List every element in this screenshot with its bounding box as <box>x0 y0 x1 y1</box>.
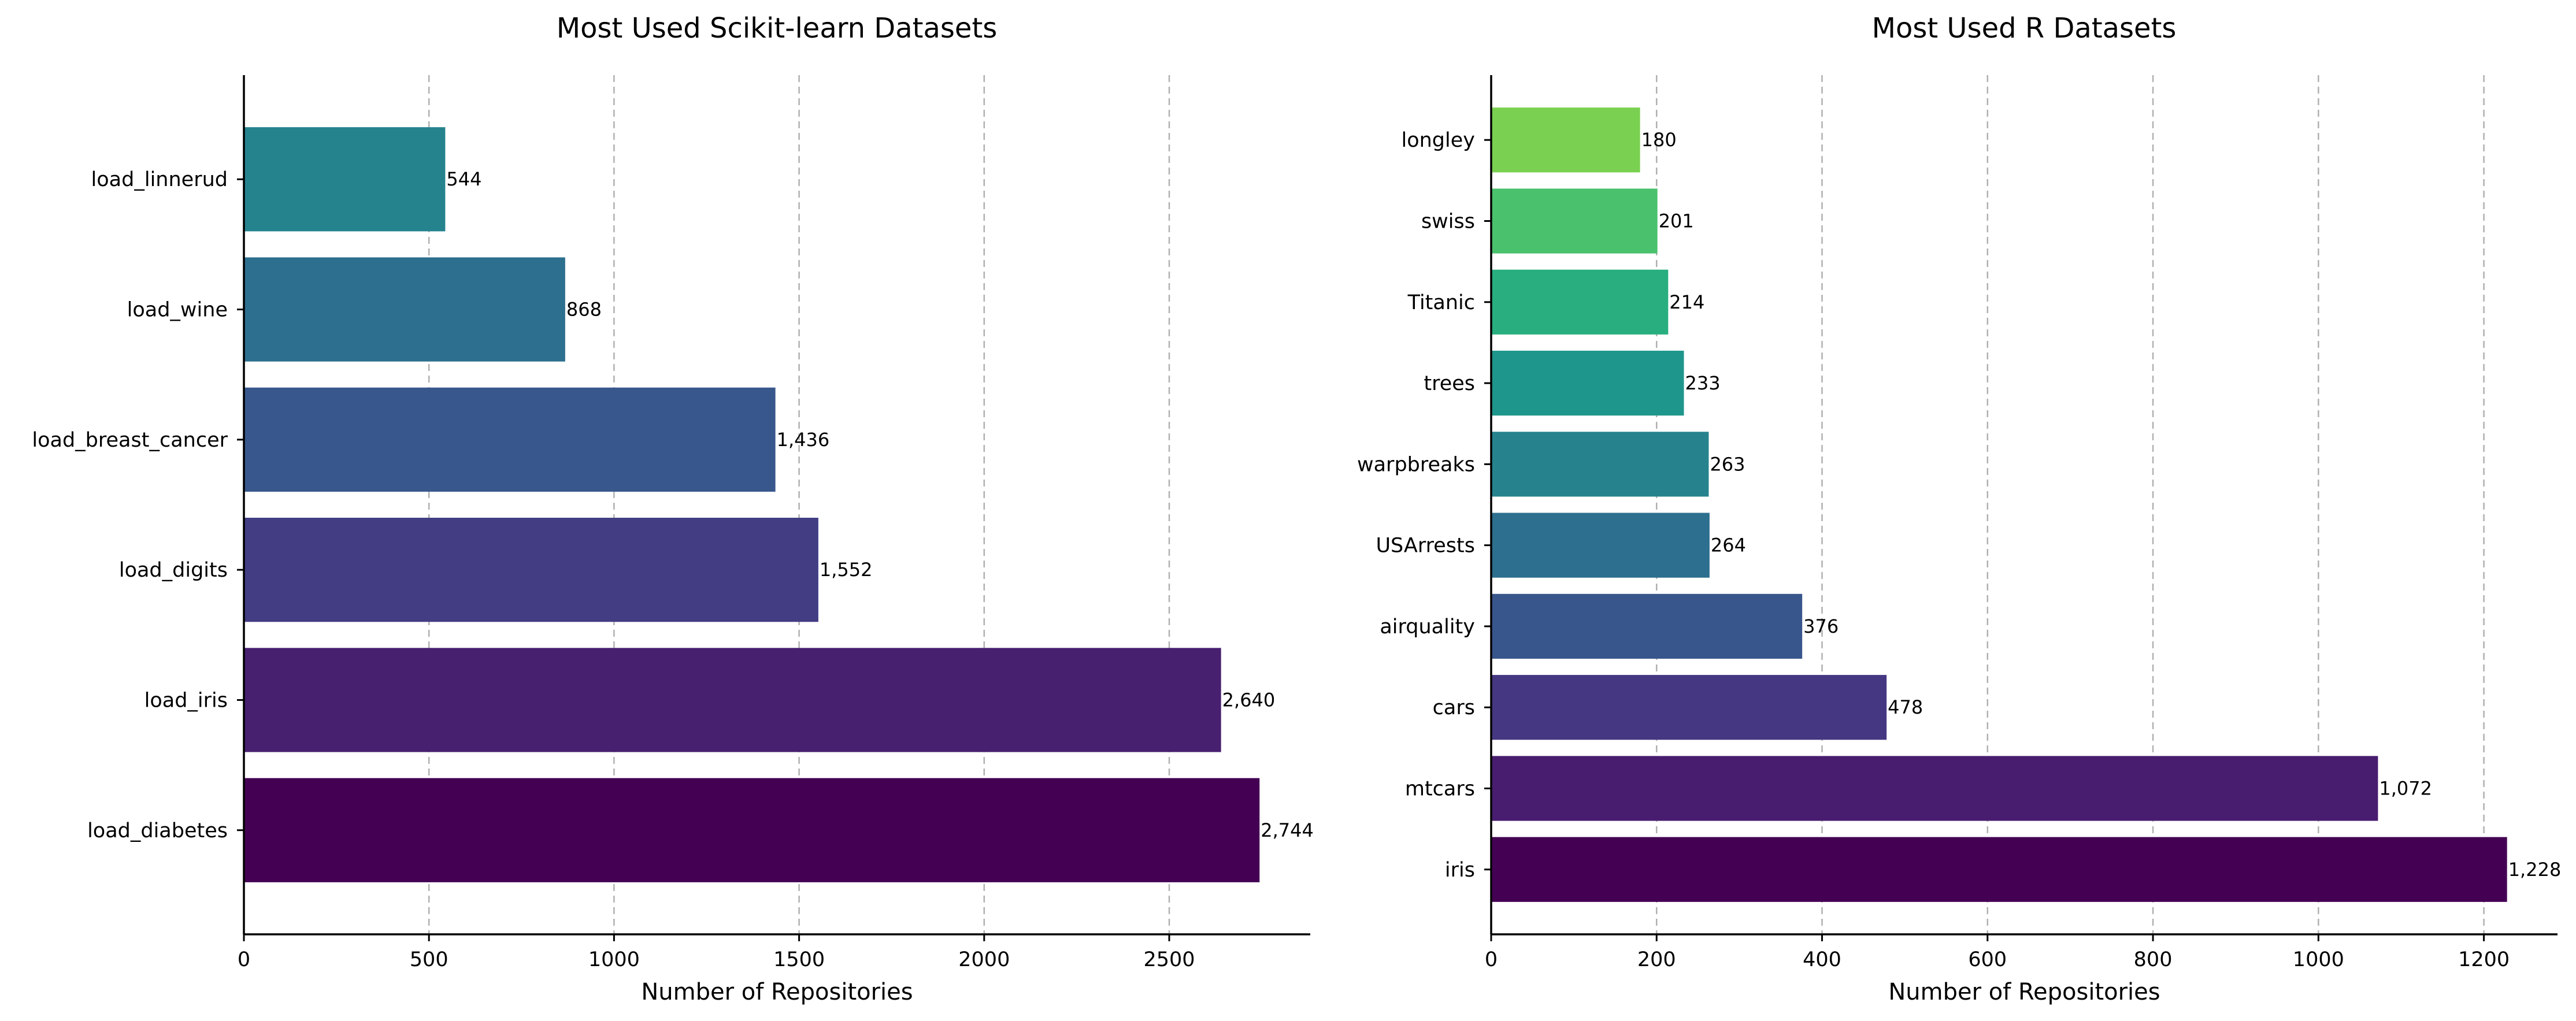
ytick-label-warpbreaks: warpbreaks <box>1357 453 1475 476</box>
xtick-label: 2000 <box>958 948 1010 971</box>
bar-load_breast_cancer <box>244 387 776 492</box>
xtick-label: 200 <box>1637 948 1676 971</box>
bar-Titanic <box>1491 269 1669 335</box>
data-label-airquality: 376 <box>1803 615 1839 637</box>
data-label-load_linnerud: 544 <box>446 168 481 190</box>
ytick-label-load_linnerud: load_linnerud <box>91 168 228 191</box>
chart-sklearn: Most Used Scikit-learn Datasets 2,744 load… <box>32 12 1313 1005</box>
bar-trees <box>1491 350 1684 416</box>
data-label-swiss: 201 <box>1659 210 1694 232</box>
ytick-label-swiss: swiss <box>1421 210 1475 233</box>
xtick-label: 800 <box>2134 948 2173 971</box>
xtick-label: 0 <box>1485 948 1498 971</box>
bar-load_digits <box>244 518 818 622</box>
chart-title: Most Used Scikit-learn Datasets <box>557 12 998 44</box>
bar-load_wine <box>244 257 565 362</box>
ytick-label-load_iris: load_iris <box>144 689 228 712</box>
ytick-label-longley: longley <box>1401 129 1475 152</box>
bar-longley <box>1491 107 1640 173</box>
chart-r: Most Used R Datasets 1,228 iris 1,072 mtcars… <box>1357 12 2561 1005</box>
xtick-label: 1000 <box>588 948 640 971</box>
xtick-label: 600 <box>1968 948 2007 971</box>
ytick-label-airquality: airquality <box>1380 615 1475 638</box>
bar-USArrests <box>1491 513 1710 578</box>
xtick-label: 2500 <box>1143 948 1195 971</box>
data-label-mtcars: 1,072 <box>2379 777 2432 799</box>
data-label-load_diabetes: 2,744 <box>1261 819 1314 841</box>
xtick-label: 1000 <box>2293 948 2344 971</box>
x-axis-label: Number of Repositories <box>1888 979 2160 1005</box>
data-label-warpbreaks: 263 <box>1710 453 1745 475</box>
bar-iris <box>1491 837 2507 902</box>
ytick-label-load_wine: load_wine <box>127 299 228 322</box>
data-label-iris: 1,228 <box>2508 859 2562 881</box>
bar-load_diabetes <box>244 778 1260 882</box>
bar-cars <box>1491 675 1887 740</box>
data-label-trees: 233 <box>1685 372 1721 394</box>
xtick-label: 1200 <box>2458 948 2510 971</box>
data-label-load_breast_cancer: 1,436 <box>777 429 830 451</box>
bar-airquality <box>1491 593 1803 659</box>
data-label-load_digits: 1,552 <box>820 559 873 581</box>
ytick-label-iris: iris <box>1445 859 1475 882</box>
x-axis-label: Number of Repositories <box>641 979 913 1005</box>
bar-load_iris <box>244 648 1221 752</box>
data-label-cars: 478 <box>1888 696 1923 718</box>
data-label-USArrests: 264 <box>1711 534 1746 556</box>
ytick-label-cars: cars <box>1433 696 1475 719</box>
ytick-label-load_diabetes: load_diabetes <box>87 819 228 842</box>
bar-swiss <box>1491 188 1658 254</box>
data-label-longley: 180 <box>1641 129 1677 151</box>
ytick-label-load_digits: load_digits <box>119 559 228 582</box>
data-label-Titanic: 214 <box>1669 291 1704 313</box>
data-label-load_iris: 2,640 <box>1222 689 1276 711</box>
chart-title: Most Used R Datasets <box>1872 12 2177 44</box>
xtick-label: 400 <box>1803 948 1841 971</box>
bar-warpbreaks <box>1491 432 1709 497</box>
ytick-label-mtcars: mtcars <box>1405 777 1475 800</box>
ytick-label-Titanic: Titanic <box>1407 291 1475 314</box>
ytick-label-load_breast_cancer: load_breast_cancer <box>32 429 228 452</box>
ytick-label-trees: trees <box>1424 372 1475 395</box>
xtick-label: 500 <box>410 948 449 971</box>
xtick-label: 0 <box>238 948 250 971</box>
bar-mtcars <box>1491 756 2378 821</box>
ytick-label-USArrests: USArrests <box>1376 534 1475 558</box>
xtick-label: 1500 <box>773 948 825 971</box>
data-label-load_wine: 868 <box>566 299 602 321</box>
bar-load_linnerud <box>244 127 446 232</box>
